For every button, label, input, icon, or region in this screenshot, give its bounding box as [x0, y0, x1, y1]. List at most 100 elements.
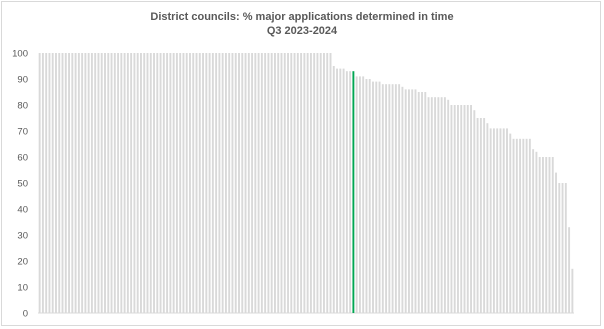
- bar: [104, 53, 106, 313]
- bar: [457, 105, 459, 313]
- bar: [548, 157, 551, 313]
- bar: [182, 53, 185, 313]
- bar: [492, 128, 495, 313]
- bar: [90, 53, 93, 313]
- bar: [368, 79, 371, 313]
- bar: [117, 53, 120, 313]
- y-tick-label: 40: [17, 205, 28, 216]
- bar: [470, 105, 472, 313]
- bar: [561, 183, 564, 313]
- bar: [564, 183, 567, 313]
- bar: [45, 53, 48, 313]
- bar: [319, 53, 322, 313]
- bar: [358, 76, 361, 314]
- bar: [440, 97, 443, 313]
- bar: [38, 53, 41, 313]
- bar: [545, 157, 548, 313]
- bar: [126, 53, 129, 313]
- bar: [300, 53, 303, 313]
- bar: [192, 53, 195, 313]
- bar: [172, 53, 175, 313]
- bar: [228, 53, 231, 313]
- bar: [211, 53, 214, 313]
- bar: [270, 53, 273, 313]
- bar: [476, 118, 479, 313]
- bar: [496, 128, 499, 313]
- bar: [499, 128, 502, 313]
- bar: [68, 53, 70, 313]
- bar: [133, 53, 136, 313]
- bar: [241, 53, 244, 313]
- bar: [113, 53, 116, 313]
- bar: [385, 84, 388, 313]
- bar: [238, 53, 240, 313]
- bar: [502, 128, 505, 313]
- bar: [437, 97, 440, 313]
- bar: [149, 53, 152, 313]
- bar: [555, 172, 557, 313]
- bar: [519, 138, 522, 313]
- bar: [417, 92, 420, 313]
- bar: [94, 53, 97, 313]
- bar: [522, 138, 525, 313]
- bar: [506, 128, 508, 313]
- bar: [140, 53, 142, 313]
- bar: [185, 53, 188, 313]
- bar: [512, 138, 515, 313]
- bar: [202, 53, 204, 313]
- bar: [195, 53, 198, 313]
- bar: [388, 84, 391, 313]
- bar: [146, 53, 149, 313]
- bar: [283, 53, 286, 313]
- y-tick-label: 30: [17, 231, 28, 242]
- bar: [489, 128, 492, 313]
- bar: [394, 84, 397, 313]
- bar: [525, 138, 528, 313]
- bar: [375, 81, 378, 313]
- bar: [215, 53, 218, 313]
- bar: [443, 97, 446, 313]
- bar: [87, 53, 90, 313]
- bar: [316, 53, 319, 313]
- bar: [342, 68, 345, 313]
- bar: [107, 53, 110, 313]
- bar: [264, 53, 267, 313]
- bar: [424, 92, 427, 313]
- bar: [123, 53, 126, 313]
- bar: [378, 81, 381, 313]
- bar: [365, 79, 368, 313]
- bar: [257, 53, 260, 313]
- bar: [84, 53, 87, 313]
- bar: [414, 89, 417, 314]
- bar: [355, 76, 358, 314]
- bar: [542, 157, 544, 313]
- bar: [372, 81, 374, 313]
- bar: [162, 53, 165, 313]
- bar: [326, 53, 329, 313]
- bar: [169, 53, 172, 313]
- bar: [244, 53, 247, 313]
- bar: [293, 53, 296, 313]
- y-tick-label: 10: [17, 283, 28, 294]
- bar: [528, 138, 531, 313]
- bar: [391, 84, 394, 313]
- y-axis-ticks: 0 10 20 30 40 50 60 70 80 90 100: [12, 49, 28, 320]
- bar: [466, 105, 469, 313]
- bar: [287, 53, 289, 313]
- y-tick-label: 100: [12, 49, 28, 60]
- bar: [120, 53, 123, 313]
- bar: [535, 151, 538, 313]
- bar: [136, 53, 139, 313]
- bar: [51, 53, 54, 313]
- bar: [309, 53, 312, 313]
- bar: [77, 53, 80, 313]
- bar: [306, 53, 309, 313]
- bar: [479, 118, 482, 313]
- y-tick-label: 60: [17, 153, 28, 164]
- bar: [473, 110, 476, 313]
- bar: [401, 86, 404, 313]
- bar: [153, 53, 155, 313]
- bar: [218, 53, 221, 313]
- bar: [234, 53, 237, 313]
